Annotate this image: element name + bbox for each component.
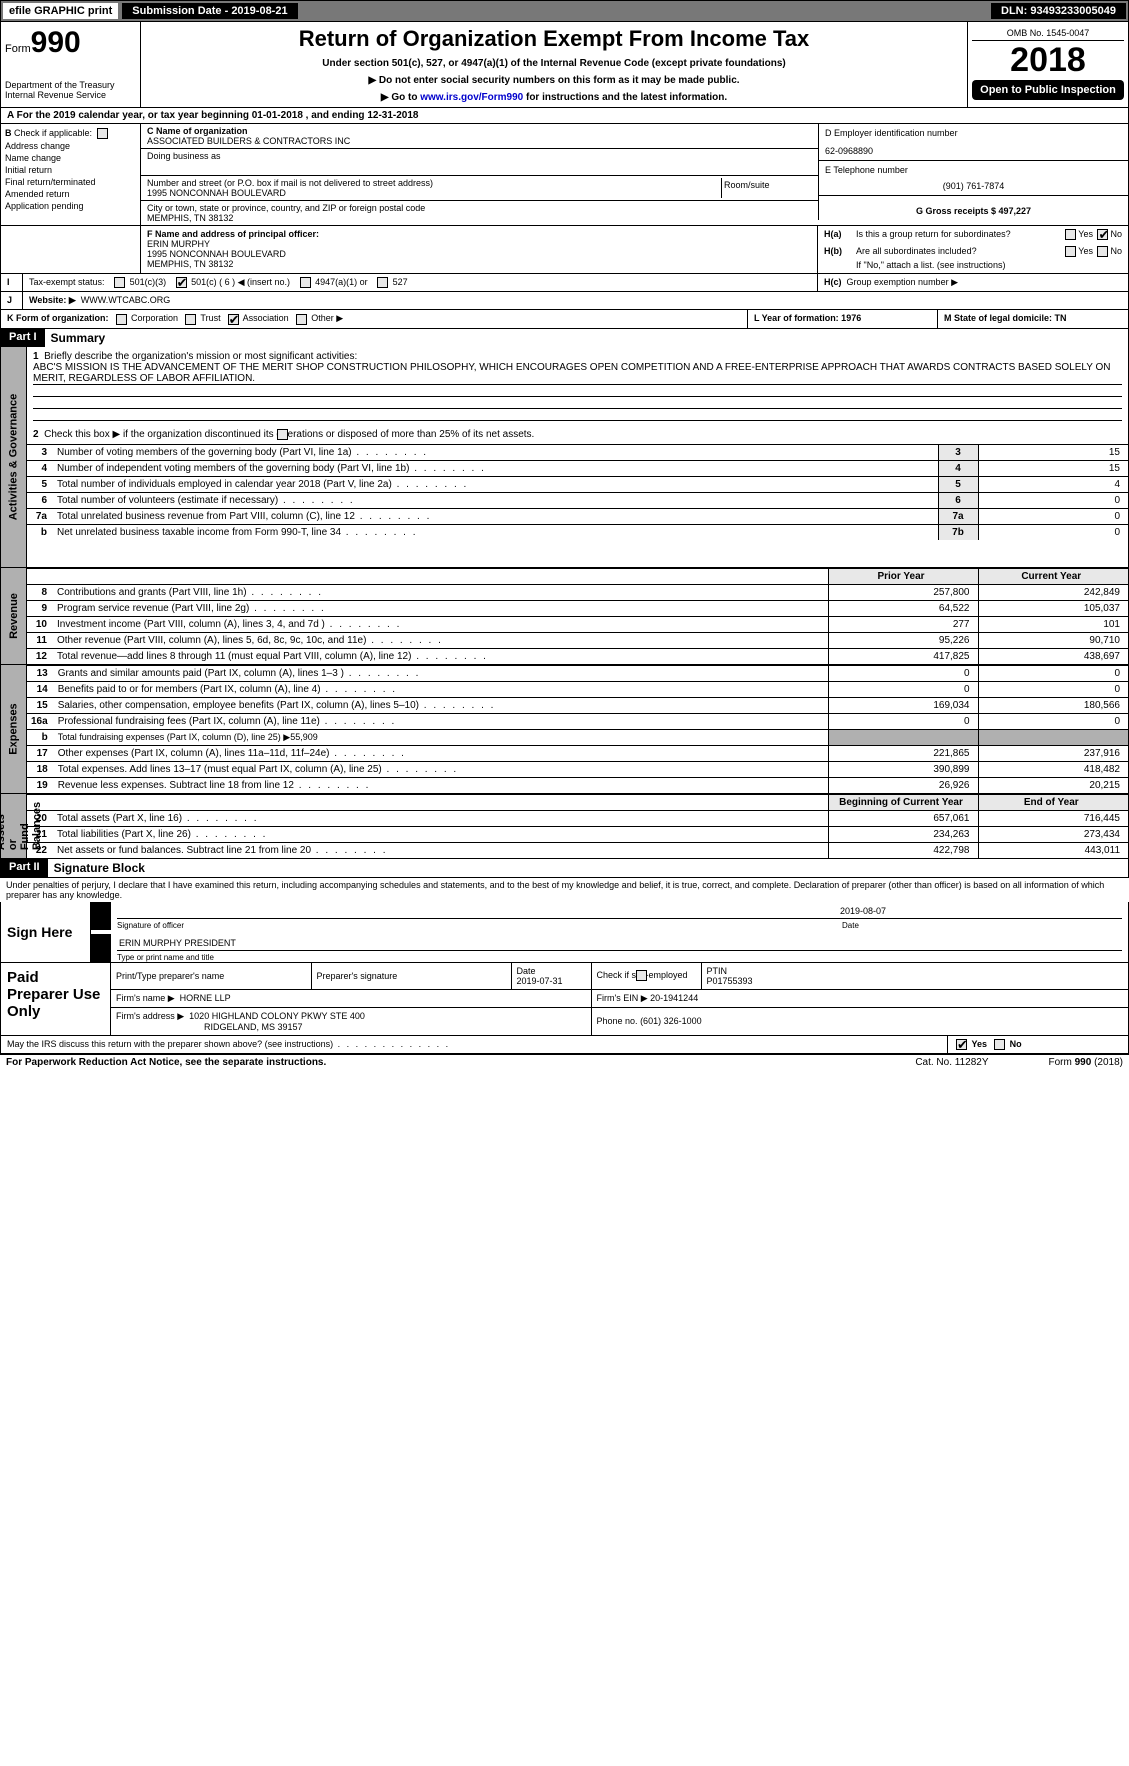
part-ii-title: Signature Block [48,859,151,877]
phone-label: E Telephone number [825,165,1122,175]
city-state-zip: MEMPHIS, TN 38132 [147,213,812,223]
officer-name: ERIN MURPHY [147,239,210,249]
sign-here-label: Sign Here [1,902,91,962]
row-f-h: F Name and address of principal officer:… [0,226,1129,274]
penalty-text: Under penalties of perjury, I declare th… [0,877,1129,902]
firm-name: HORNE LLP [180,993,231,1003]
part-ii-bar: Part II [1,859,48,877]
part-i-bar: Part I [1,329,45,347]
hb-note: If "No," attach a list. (see instruction… [818,260,1128,273]
checkbox-option[interactable]: Address change [5,141,136,151]
section-b-c-d: B Check if applicable: Address changeNam… [0,124,1129,226]
dln: DLN: 93493233005049 [991,3,1126,19]
website: WWW.WTCABC.ORG [81,295,171,305]
checkbox[interactable] [1097,246,1108,257]
vtab-governance: Activities & Governance [8,393,20,520]
signer-name: ERIN MURPHY PRESIDENT [119,938,1120,948]
ptin: P01755393 [707,976,753,986]
vtab-revenue: Revenue [8,593,20,639]
subtitle-1: Under section 501(c), 527, or 4947(a)(1)… [145,58,963,69]
f-label: F Name and address of principal officer: [147,229,319,239]
firm-ein: 20-1941244 [650,993,698,1003]
header-row: Form990 Department of the Treasury Inter… [0,22,1129,108]
ein-label: D Employer identification number [825,128,1122,138]
submission-date: Submission Date - 2019-08-21 [122,3,297,19]
org-name: ASSOCIATED BUILDERS & CONTRACTORS INC [147,136,812,146]
subtitle-2: Do not enter social security numbers on … [145,75,963,86]
vtab-net: Net Assets or Fund Balances [0,801,44,849]
officer-addr: 1995 NONCONNAH BOULEVARD [147,249,286,259]
tax-year: 2018 [972,41,1124,80]
paperwork-notice: For Paperwork Reduction Act Notice, see … [6,1057,326,1068]
form-990: Form990 [5,26,136,60]
room-label: Room/suite [722,178,812,198]
firm-phone: (601) 326-1000 [640,1016,702,1026]
vtab-expenses: Expenses [8,703,20,754]
ein-value: 62-0968890 [825,146,1122,156]
form-title: Return of Organization Exempt From Incom… [145,26,963,52]
paid-preparer-label: Paid Preparer Use Only [1,963,111,1035]
checkbox[interactable] [1065,246,1076,257]
checkbox[interactable] [1097,229,1108,240]
subtitle-3: Go to www.irs.gov/Form990 for instructio… [145,92,963,103]
checkbox[interactable] [97,128,108,139]
mission-text: ABC'S MISSION IS THE ADVANCEMENT OF THE … [33,362,1122,385]
row-a: A For the 2019 calendar year, or tax yea… [0,108,1129,124]
part-i-title: Summary [45,329,112,347]
checkbox[interactable] [1065,229,1076,240]
dba-label: Doing business as [147,151,812,161]
checkbox-option[interactable]: Name change [5,153,136,163]
checkbox-option[interactable]: Final return/terminated [5,177,136,187]
checkbox-option[interactable]: Initial return [5,165,136,175]
cat-no: Cat. No. 11282Y [915,1057,988,1068]
irs-link[interactable]: www.irs.gov/Form990 [420,92,523,103]
c-name-label: C Name of organization [147,126,812,136]
phone-value: (901) 761-7874 [825,181,1122,191]
checkbox-option[interactable]: Application pending [5,201,136,211]
dept-label: Department of the Treasury Internal Reve… [5,80,136,100]
street-address: 1995 NONCONNAH BOULEVARD [147,188,721,198]
gross-receipts: G Gross receipts $ 497,227 [916,206,1031,216]
city-label: City or town, state or province, country… [147,203,812,213]
ha-label: Is this a group return for subordinates? [856,229,1063,240]
efile-label: efile GRAPHIC print [3,3,118,19]
hb-label: Are all subordinates included? [856,246,1063,257]
addr-label: Number and street (or P.O. box if mail i… [147,178,721,188]
topbar: efile GRAPHIC print Submission Date - 20… [0,0,1129,22]
officer-city: MEMPHIS, TN 38132 [147,259,233,269]
checkbox-option[interactable]: Amended return [5,189,136,199]
open-inspection: Open to Public Inspection [972,80,1124,100]
omb-number: OMB No. 1545-0047 [972,26,1124,41]
